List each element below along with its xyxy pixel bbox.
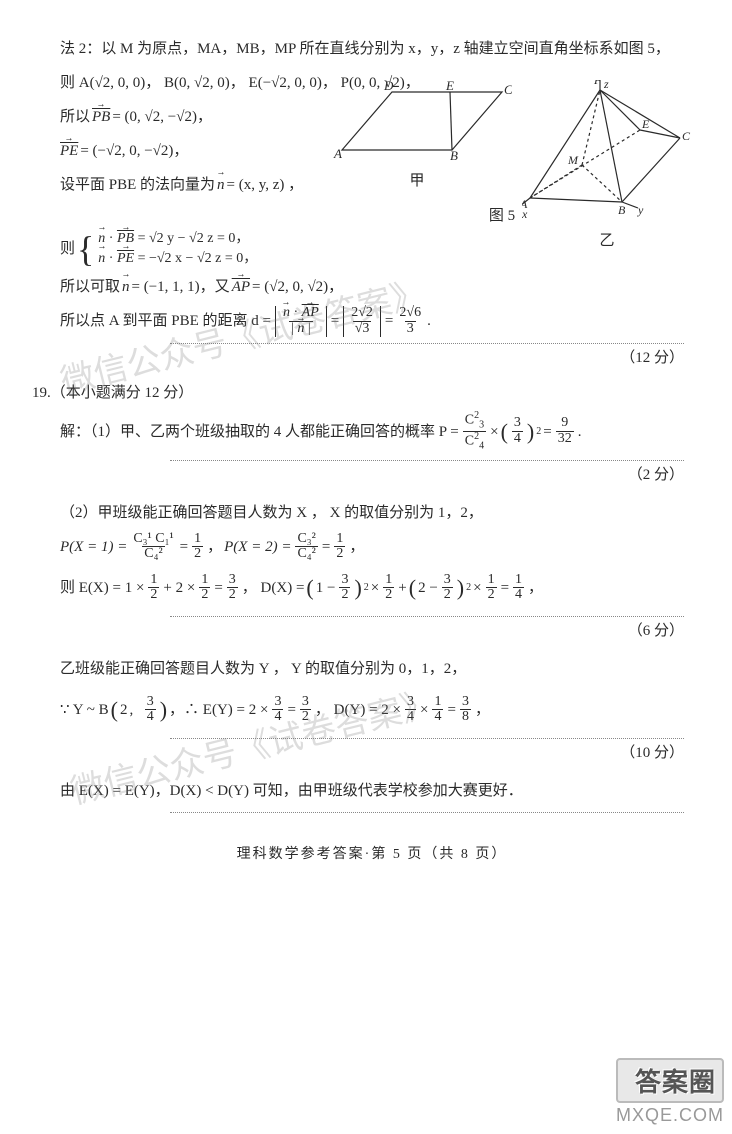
paren-exp: 2 <box>536 422 541 442</box>
q19-1-mid: × <box>490 417 498 447</box>
dot-rule-end <box>170 812 684 813</box>
fig-yi-label: 乙 <box>522 229 692 250</box>
page-footer: 理科数学参考答案·第 5 页（共 8 页） <box>60 843 684 863</box>
score-2: （2 分） <box>60 463 684 484</box>
q19-1-tail: . <box>578 417 582 447</box>
take-n-1: 所以可取 <box>60 272 120 302</box>
take-n-line: 所以可取 n = (−1, 1, 1)，又 AP = (√2, 0, √2)， <box>60 272 684 302</box>
figure-yi: zP Ax By C E M 乙 <box>522 80 692 250</box>
q19-2-header: （2）甲班级能正确回答题目人数为 X ， X 的取值分别为 1，2， <box>60 498 684 528</box>
px-line: P(X = 1) = C₃¹ C₁¹C₄² = 12 ， P(X = 2) = … <box>60 532 684 562</box>
px1-eq: = <box>180 532 188 562</box>
px1-r: 12 <box>192 532 203 562</box>
q19-1-result: 932 <box>556 416 574 446</box>
svg-text:x: x <box>522 207 528 220</box>
svg-text:C: C <box>504 82 512 97</box>
pe-vector: PE <box>60 136 78 166</box>
paren-close: ) <box>527 410 534 454</box>
score-12: （12 分） <box>60 346 684 367</box>
svg-text:P: P <box>593 80 602 87</box>
ex-prefix: 则 E(X) = 1 × <box>60 573 144 603</box>
svg-text:B: B <box>450 148 458 160</box>
n-vec-2: n <box>122 272 130 302</box>
dot-rule-6 <box>170 616 684 617</box>
svg-text:E: E <box>445 80 454 93</box>
figures-row: A B C D E 甲 <box>322 80 692 250</box>
pb-val: = (0, √2, −√2)， <box>112 102 212 132</box>
n-vector: n <box>217 170 225 200</box>
corner-brand: 答案圈 MXQE.COM <box>616 1058 724 1126</box>
pb-vector: PB <box>92 102 110 132</box>
q19-1-prefix: 解：（1）甲、乙两个班级抽取的 4 人都能正确回答的概率 P = <box>60 417 459 447</box>
dist-mid-2: = <box>385 306 393 336</box>
normal-t2: = (x, y, z) ， <box>227 170 304 200</box>
px2-frac: C₃²C₄² <box>295 532 317 562</box>
normal-t1: 设平面 PBE 的法向量为 <box>60 170 215 200</box>
figure-jia: A B C D E 甲 <box>322 80 512 250</box>
px2-eq: = <box>322 532 330 562</box>
fig-jia-label: 甲 <box>322 169 512 190</box>
dist-mid-1: = <box>331 306 339 336</box>
svg-text:C: C <box>682 129 691 143</box>
score-10: （10 分） <box>60 741 684 762</box>
comb-frac: C23 C24 <box>463 411 486 452</box>
paren-open: ( <box>501 410 508 454</box>
y-header: 乙班级能正确回答题目人数为 Y ， Y 的取值分别为 0，1，2， <box>60 654 684 684</box>
abs-frac-2: 2√2√3 <box>343 306 381 336</box>
px2-r: 12 <box>334 532 345 562</box>
dist-prefix: 所以点 A 到平面 PBE 的距离 d = <box>60 306 271 336</box>
conclusion: 由 E(X) = E(Y)，D(X) < D(Y) 可知，由甲班级代表学校参加大… <box>60 776 684 806</box>
take-n-3: = (√2, 0, √2)， <box>252 272 343 302</box>
px1-prefix: P(X = 1) = <box>60 532 127 562</box>
px1-frac: C₃¹ C₁¹C₄² <box>131 532 175 562</box>
svg-text:B: B <box>618 203 626 217</box>
px1-sep: ， <box>207 532 222 562</box>
svg-text:D: D <box>383 80 394 93</box>
corner-url: MXQE.COM <box>616 1105 724 1126</box>
dot-rule-10 <box>170 738 684 739</box>
parallelogram-svg: A B C D E <box>322 80 512 160</box>
q19-heading: 19.（本小题满分 12 分） <box>32 381 684 402</box>
ap-vec: AP <box>232 272 250 302</box>
dist-tail: . <box>427 306 431 336</box>
svg-text:M: M <box>567 153 579 167</box>
method2-header: 法 2：以 M 为原点，MA，MB，MP 所在直线分别为 x，y，z 轴建立空间… <box>60 34 684 64</box>
corner-text: 答案圈 <box>616 1058 724 1103</box>
px2-tail: ， <box>349 532 364 562</box>
svg-text:y: y <box>637 203 644 217</box>
svg-text:z: z <box>603 80 609 91</box>
q19-1-line: 解：（1）甲、乙两个班级抽取的 4 人都能正确回答的概率 P = C23 C24… <box>60 410 684 454</box>
sys-prefix: 则 <box>60 234 75 264</box>
yb-prefix: ∵ Y ~ B <box>60 695 109 725</box>
dot-rule-2 <box>170 460 684 461</box>
dist-result: 2√63 <box>397 306 423 336</box>
dot-rule-12 <box>170 343 684 344</box>
pe-val: = (−√2, 0, −√2)， <box>80 136 188 166</box>
svg-text:E: E <box>641 117 650 131</box>
abs-frac-1: n · AP | n | <box>275 306 327 336</box>
q19-1-eq: = <box>543 417 551 447</box>
paren-frac: 34 <box>512 416 523 446</box>
distance-line: 所以点 A 到平面 PBE 的距离 d = n · AP | n | = 2√2… <box>60 306 684 336</box>
take-n-2: = (−1, 1, 1)，又 <box>132 272 230 302</box>
px2-prefix: P(X = 2) = <box>224 532 291 562</box>
ex-dx-line: 则 E(X) = 1 × 12 + 2 × 12 = 32 ， D(X) = (… <box>60 566 684 610</box>
score-6: （6 分） <box>60 619 684 640</box>
left-brace: { <box>77 231 94 267</box>
page: 微信公众号《试卷答案》 微信公众号《试卷答案》 法 2：以 M 为原点，MA，M… <box>0 0 732 1134</box>
svg-text:A: A <box>333 146 342 160</box>
y-dist-line: ∵ Y ~ B (2, 34) ，∴ E(Y) = 2 × 34 = 32 ， … <box>60 688 684 732</box>
pyramid-svg: zP Ax By C E M <box>522 80 692 220</box>
